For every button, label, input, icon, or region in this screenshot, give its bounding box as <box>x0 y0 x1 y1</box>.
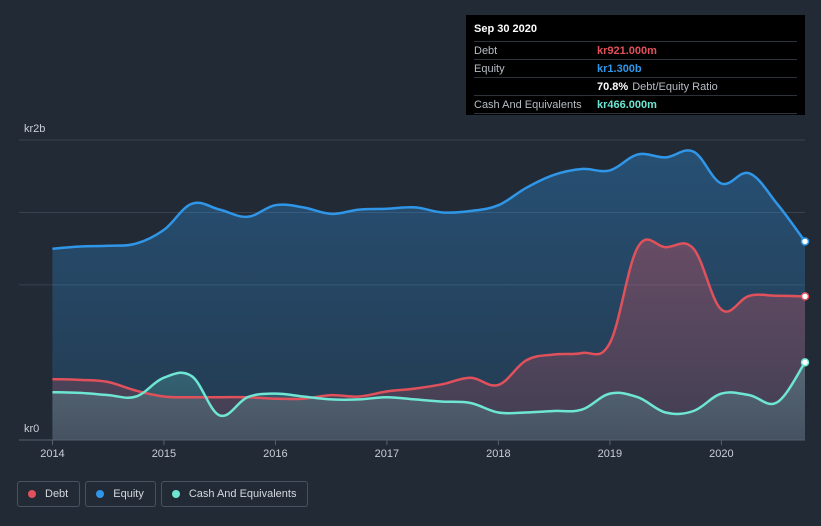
legend-dot-equity <box>96 490 105 498</box>
tooltip-panel: Sep 30 2020 Debt kr921.000m Equity kr1.3… <box>466 15 805 115</box>
debt-end-marker <box>800 292 810 301</box>
tooltip-row-equity: Equity kr1.300b <box>474 59 797 77</box>
x-tick-label: 2019 <box>598 448 622 460</box>
tooltip-row-debt: Debt kr921.000m <box>474 41 797 59</box>
legend-label-debt: Debt <box>45 488 69 500</box>
cash-line <box>52 361 807 418</box>
tooltip-equity-label: Equity <box>474 62 505 75</box>
y-tick-label: kr0 <box>24 423 39 435</box>
tooltip-row-ratio: 70.8% Debt/Equity Ratio <box>474 77 797 95</box>
tooltip-date: Sep 30 2020 <box>474 23 537 35</box>
legend-label-equity: Equity <box>113 488 144 500</box>
x-tick-label: 2015 <box>152 448 176 460</box>
axes: 2014 2015 2016 2017 2018 2019 2020 kr2b kr0 <box>19 123 805 460</box>
x-tick-label: 2018 <box>486 448 510 460</box>
equity-line <box>52 149 807 250</box>
legend: Debt Equity Cash And Equivalents <box>17 481 313 507</box>
tooltip-cash-label: Cash And Equivalents <box>474 98 582 111</box>
tooltip-ratio-value: 70.8% <box>597 80 629 93</box>
x-tick-label: 2017 <box>375 448 399 460</box>
end-markers <box>800 237 810 367</box>
x-tick-label: 2020 <box>709 448 733 460</box>
legend-item-cash[interactable]: Cash And Equivalents <box>160 481 309 507</box>
tooltip-row-cash: Cash And Equivalents kr466.000m <box>474 95 797 114</box>
cash-end-marker <box>800 358 810 367</box>
legend-item-equity[interactable]: Equity <box>85 481 156 507</box>
debt-area <box>52 239 805 440</box>
tooltip-cash-value: kr466.000m <box>597 98 657 111</box>
legend-label-cash: Cash And Equivalents <box>188 488 297 500</box>
series-lines <box>52 149 807 418</box>
tooltip-debt-label: Debt <box>474 44 498 57</box>
debt-line <box>52 238 806 401</box>
legend-dot-debt <box>28 490 36 498</box>
tooltip-debt-value: kr921.000m <box>597 44 657 57</box>
x-tick-label: 2014 <box>40 448 64 460</box>
legend-dot-cash <box>171 490 180 498</box>
equity-end-marker <box>800 237 810 246</box>
x-tick-label: 2016 <box>263 448 287 460</box>
y-tick-label: kr2b <box>24 123 45 135</box>
tooltip-equity-value: kr1.300b <box>597 62 642 75</box>
legend-item-debt[interactable]: Debt <box>17 481 81 507</box>
tooltip-ratio-label: Debt/Equity Ratio <box>632 80 718 93</box>
